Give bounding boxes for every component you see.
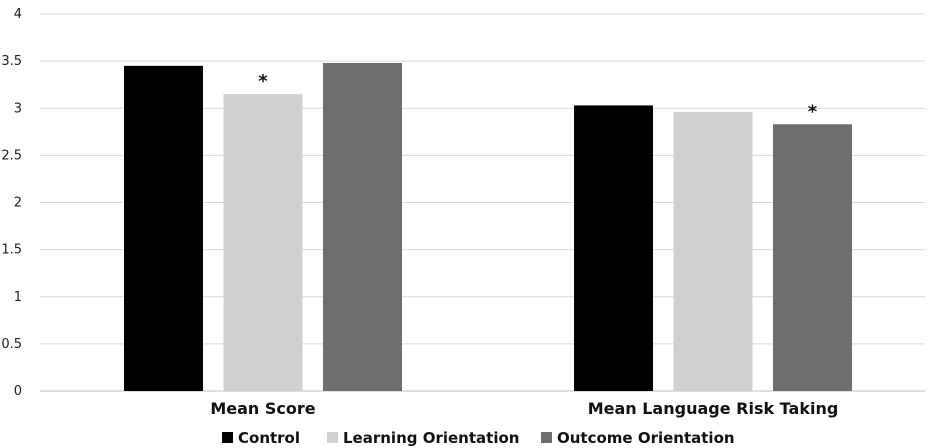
legend-label: Control <box>238 429 300 447</box>
y-tick-label: 3 <box>14 101 22 116</box>
y-tick-label: 3.5 <box>1 54 22 69</box>
x-category-label: Mean Score <box>210 399 315 418</box>
legend-swatch <box>222 432 233 443</box>
significance-marker: * <box>808 101 818 122</box>
y-tick-label: 2 <box>14 196 22 211</box>
legend-swatch <box>541 432 552 443</box>
x-axis-categories: Mean Score Mean Language Risk Taking <box>210 399 838 418</box>
annotation-layer: ** <box>258 71 818 122</box>
bar <box>773 124 852 392</box>
legend-label: Outcome Orientation <box>557 429 735 447</box>
bar <box>673 112 753 392</box>
legend-label: Learning Orientation <box>343 429 519 447</box>
legend-item: Control <box>222 429 300 447</box>
y-axis-ticks: 0 0.5 1 1.5 2 2.5 3 3.5 4 <box>1 7 22 399</box>
bar <box>223 94 303 392</box>
significance-marker: * <box>258 71 268 92</box>
legend-swatch <box>327 432 338 443</box>
y-tick-label: 1 <box>14 290 22 305</box>
bar <box>124 65 203 392</box>
legend: Control Learning Orientation Outcome Orien… <box>222 429 735 447</box>
y-tick-label: 2.5 <box>1 148 22 163</box>
legend-item: Outcome Orientation <box>541 429 735 447</box>
bar-layer <box>124 63 852 392</box>
y-tick-label: 0 <box>14 384 22 399</box>
y-tick-label: 4 <box>14 7 22 22</box>
y-tick-label: 1.5 <box>1 243 22 258</box>
x-category-label: Mean Language Risk Taking <box>588 399 839 418</box>
bar <box>574 105 653 392</box>
bar <box>323 63 402 391</box>
legend-item: Learning Orientation <box>327 429 519 447</box>
y-tick-label: 0.5 <box>1 337 22 352</box>
